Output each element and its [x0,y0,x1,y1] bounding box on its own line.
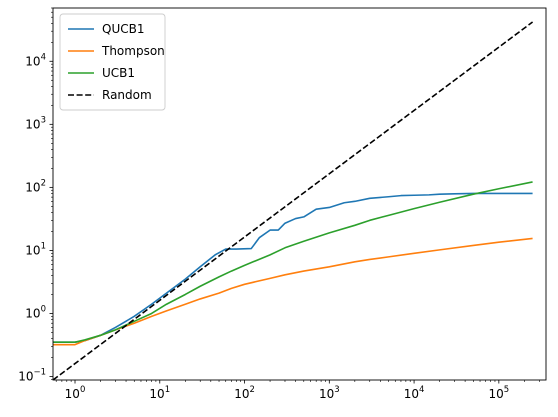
x-tick-label: 102 [234,385,255,401]
x-axis: 100 101 102 103 104 105 [55,380,540,401]
plot-frame [52,7,547,381]
series-line-qucb1 [53,192,533,344]
y-tick-label: 100 [25,304,46,320]
y-tick-label: 10−1 [18,367,46,383]
legend-box [59,13,166,111]
legend-label-random: Random [102,88,152,102]
x-tick-label: 101 [149,385,170,401]
legend-label-qucb1: QUCB1 [102,22,144,36]
legend-label-ucb1: UCB1 [102,66,135,80]
y-axis: 10−1 100 101 102 103 104 [18,7,53,383]
y-tick-label: 102 [25,178,46,194]
series-line-random [53,21,534,380]
x-tick-label: 105 [488,385,509,401]
y-tick-label: 101 [25,241,46,257]
series-layer [53,21,534,380]
legend: QUCB1 Thompson UCB1 Random [59,13,166,111]
x-tick-label: 104 [404,385,425,401]
x-tick-label: 103 [319,385,340,401]
series-line-ucb1 [53,181,533,344]
y-tick-label: 103 [25,115,46,131]
legend-label-thompson: Thompson [101,44,165,58]
y-tick-label: 104 [25,52,46,68]
x-tick-label: 100 [65,385,86,401]
